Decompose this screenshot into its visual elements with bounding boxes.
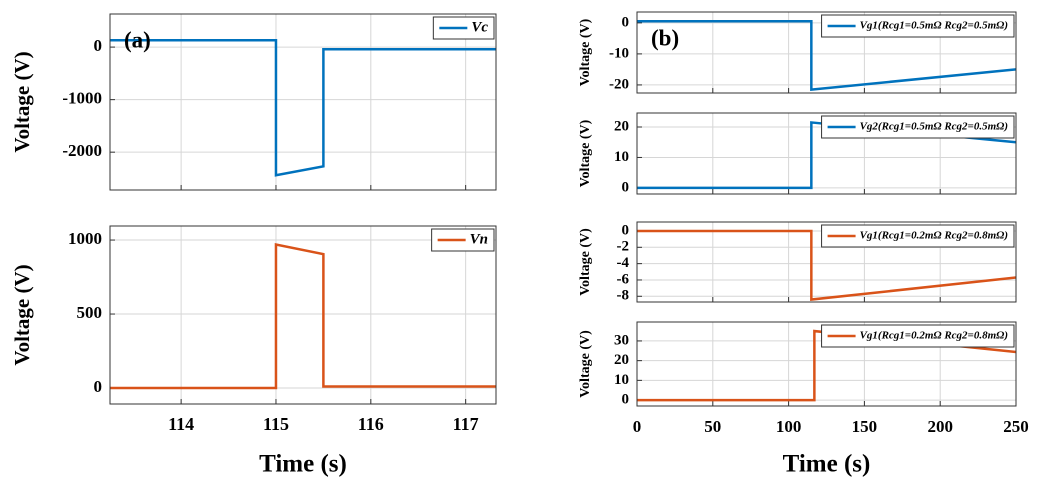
plot-area [637,229,1016,301]
y-tick-label: 0 [94,36,103,55]
legend: Vg1(Rcg1=0.2mΩ Rcg2=0.8mΩ) [821,324,1015,348]
y-axis-label: Voltage (V) [10,51,34,152]
axes-box [109,13,497,191]
x-axis-label: Time (s) [259,451,347,478]
x-tick-label: 116 [358,414,384,434]
legend: Vg1(Rcg1=0.5mΩ Rcg2=0.5mΩ) [821,14,1015,38]
series-line [110,39,496,177]
y-tick-label: -2000 [62,141,102,160]
axes-box [636,112,1017,195]
plot-area [637,20,1016,91]
legend-label: Vg1(Rcg1=0.2mΩ Rcg2=0.8mΩ) [860,230,1008,242]
x-tick-label: 0 [633,417,642,436]
y-tick-label: 0 [94,377,103,396]
axes-box [636,11,1017,94]
legend-label: Vn [470,231,488,247]
plot-area [110,39,496,177]
legend: Vg2(Rcg1=0.5mΩ Rcg2=0.5mΩ) [821,115,1015,139]
y-tick-label: 20 [614,352,629,368]
y-axis-label: Voltage (V) [578,228,593,296]
series-line [110,242,496,390]
y-tick-label: 0 [622,179,630,195]
y-tick-label: -6 [617,271,630,287]
legend-box [821,14,1015,38]
legend: Vc [432,16,495,40]
y-tick-label: -8 [617,288,630,304]
y-axis-label: Voltage (V) [10,264,34,365]
x-axis-label: Time (s) [783,451,871,478]
series-line [637,20,1016,91]
y-axis-label: Voltage (V) [578,119,593,187]
legend-label: Vg1(Rcg1=0.2mΩ Rcg2=0.8mΩ) [860,330,1008,342]
legend-box [821,324,1015,348]
y-tick-label: -20 [609,76,629,92]
legend-label: Vg2(Rcg1=0.5mΩ Rcg2=0.5mΩ) [860,121,1008,133]
axes-box [109,225,497,405]
plot-area [110,242,496,390]
x-tick-label: 250 [1003,417,1029,436]
y-tick-label: 10 [614,149,629,165]
x-tick-label: 150 [852,417,878,436]
y-tick-label: -4 [617,255,630,271]
y-tick-label: 10 [614,372,629,388]
y-tick-label: 0 [622,222,630,238]
y-tick-label: 0 [622,392,630,408]
series-line [637,229,1016,301]
y-tick-label: 20 [614,118,629,134]
panel-label: (a) [124,27,151,52]
legend: Vg1(Rcg1=0.2mΩ Rcg2=0.8mΩ) [821,224,1015,248]
x-tick-label: 115 [263,414,289,434]
axes-box [636,321,1017,407]
y-axis-label: Voltage (V) [578,330,593,398]
x-tick-label: 50 [704,417,721,436]
y-tick-label: -10 [609,45,629,61]
panel-label: (b) [651,25,679,50]
legend-label: Vc [471,19,488,35]
y-tick-label: -1000 [62,89,102,108]
legend-label: Vg1(Rcg1=0.5mΩ Rcg2=0.5mΩ) [860,20,1008,32]
x-tick-label: 114 [168,414,194,434]
axes-box [636,221,1017,303]
y-tick-label: 30 [614,332,629,348]
x-tick-label: 200 [927,417,953,436]
x-tick-label: 100 [776,417,802,436]
y-tick-label: 1000 [68,229,102,248]
legend-box [821,224,1015,248]
y-axis-label: Voltage (V) [578,18,593,86]
legend: Vn [431,228,495,252]
y-tick-label: 500 [77,303,103,322]
y-tick-label: -2 [617,239,630,255]
legend-box [821,115,1015,139]
y-tick-label: 0 [622,14,630,30]
x-tick-label: 117 [453,414,479,434]
